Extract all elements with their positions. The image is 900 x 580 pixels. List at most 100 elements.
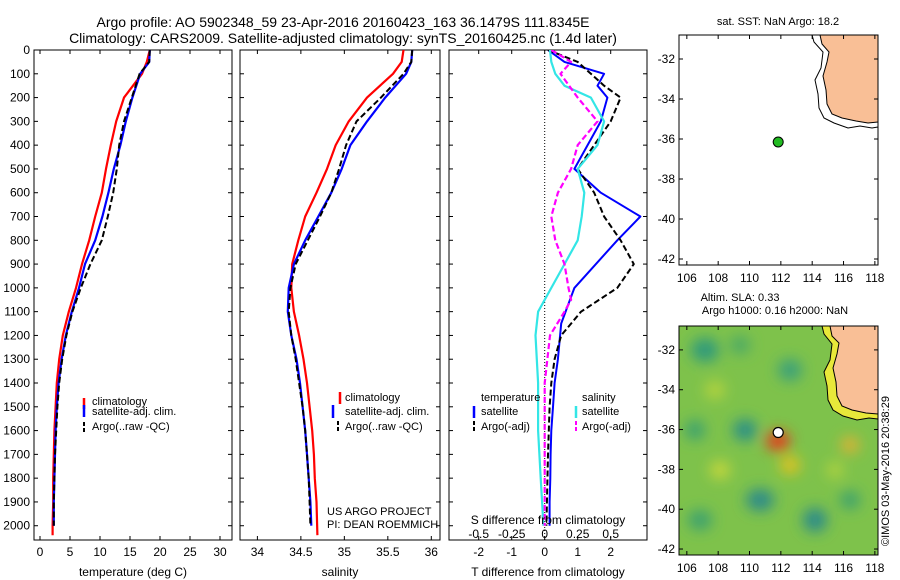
series-line-2 bbox=[52, 50, 151, 526]
map-x-tick-label: 118 bbox=[865, 561, 884, 575]
y-tick-label: 800 bbox=[10, 233, 30, 247]
map-x-tick-label: 116 bbox=[834, 561, 853, 575]
map-y-tick-label: -40 bbox=[658, 502, 676, 516]
s-tick-label: 0.5 bbox=[602, 527, 619, 541]
diff-series-3 bbox=[534, 50, 606, 526]
x-tick-label: 34 bbox=[251, 545, 265, 559]
difference-y-ticks bbox=[449, 49, 647, 527]
y-tick-label: 1100 bbox=[4, 305, 30, 319]
salinity-panel: 34 34.5 35 35.5 36 salinity climatology sate… bbox=[239, 49, 441, 579]
sla-map: Altim. SLA: 0.33 Argo h1000: 0.16 h2000:… bbox=[658, 292, 885, 575]
sla-field-blobs bbox=[685, 336, 860, 532]
sla-map-area bbox=[679, 326, 878, 555]
map-x-tick-label: 110 bbox=[740, 561, 759, 575]
s-tick-label: -0.25 bbox=[498, 527, 526, 541]
x-tick-label: 0 bbox=[37, 545, 44, 559]
sla-map-ticks: 106 108 110 112 114 116 118 -32 -34 -36 -38 -40 -42 bbox=[658, 326, 885, 575]
difference-x-ticks: -2 -1 0 1 2 bbox=[473, 50, 614, 559]
legend-climatology: climatology bbox=[345, 392, 401, 404]
sla-map-title-line1: Altim. SLA: 0.33 bbox=[701, 292, 780, 304]
figure-title-line1: Argo profile: AO 5902348_59 23-Apr-2016 … bbox=[97, 14, 590, 30]
y-tick-label: 700 bbox=[10, 210, 30, 224]
salinity-legend: climatology satellite-adj. clim. Argo(..… bbox=[331, 392, 429, 433]
map-x-tick-label: 118 bbox=[865, 271, 884, 285]
map-y-tick-label: -42 bbox=[658, 252, 676, 266]
y-tick-label: 1000 bbox=[3, 281, 30, 295]
map-x-tick-label: 108 bbox=[708, 271, 728, 285]
legend-t-satellite: satellite bbox=[481, 406, 518, 418]
x-tick-label: 35.5 bbox=[376, 545, 400, 559]
legend-satellite: satellite-adj. clim. bbox=[92, 406, 176, 418]
y-tick-label: 1500 bbox=[3, 400, 30, 414]
map-x-tick-label: 110 bbox=[740, 271, 759, 285]
y-tick-label: 500 bbox=[10, 162, 30, 176]
x-tick-label: -2 bbox=[473, 545, 484, 559]
y-tick-label: 2000 bbox=[3, 519, 30, 533]
salinity-x-ticks: 34 34.5 35 35.5 36 bbox=[251, 50, 439, 559]
map-x-tick-label: 106 bbox=[677, 561, 697, 575]
legend-s-argo: Argo(-adj) bbox=[582, 421, 631, 433]
y-tick-label: 1600 bbox=[3, 424, 30, 438]
sst-map-frame bbox=[678, 34, 879, 266]
temperature-panel: 0100200300400500600700800900100011001200… bbox=[3, 43, 233, 579]
salinity-y-ticks bbox=[240, 49, 440, 527]
y-tick-label: 0 bbox=[23, 43, 30, 57]
difference-xlabel: T difference from climatology bbox=[471, 565, 625, 579]
x-tick-label: 35 bbox=[338, 545, 352, 559]
sst-map-ticks: 106 108 110 112 114 116 118 -32 -34 -36 -38 -40 -42 bbox=[658, 35, 885, 285]
legend-satellite: satellite-adj. clim. bbox=[345, 406, 429, 418]
sla-map-frame bbox=[678, 325, 879, 556]
sst-shelf-contour bbox=[811, 35, 878, 129]
x-tick-label: 5 bbox=[67, 545, 74, 559]
difference-s-ticks: -0.5-0.2500.250.5 bbox=[468, 527, 619, 541]
legend-t-argo: Argo(-adj) bbox=[481, 421, 530, 433]
salinity-series bbox=[286, 50, 414, 536]
s-tick-label: 0.25 bbox=[566, 527, 590, 541]
sst-map-area bbox=[679, 35, 878, 265]
map-y-tick-label: -34 bbox=[658, 92, 676, 106]
imos-stamp: ©IMOS 03-May-2016 20:38:29 bbox=[880, 396, 892, 546]
y-tick-label: 1800 bbox=[3, 471, 30, 485]
map-x-tick-label: 116 bbox=[834, 271, 853, 285]
x-tick-label: -1 bbox=[506, 545, 517, 559]
temperature-axes-box bbox=[33, 49, 233, 541]
map-x-tick-label: 114 bbox=[803, 271, 822, 285]
difference-xlabel-top: S difference from climatology bbox=[471, 513, 626, 527]
legend-argo: Argo(..raw -QC) bbox=[345, 421, 423, 433]
legend-salinity-heading: salinity bbox=[582, 392, 616, 404]
map-x-tick-label: 114 bbox=[803, 561, 822, 575]
difference-series bbox=[534, 50, 642, 526]
x-tick-label: 36 bbox=[425, 545, 439, 559]
x-tick-label: 2 bbox=[607, 545, 614, 559]
s-tick-label: -0.5 bbox=[468, 527, 489, 541]
map-y-tick-label: -36 bbox=[658, 132, 676, 146]
y-tick-label: 1300 bbox=[3, 352, 30, 366]
sst-map-title: sat. SST: NaN Argo: 18.2 bbox=[717, 16, 839, 28]
legend-climatology: climatology bbox=[92, 396, 148, 408]
map-y-tick-label: -32 bbox=[658, 52, 676, 66]
difference-legend: temperature satellite Argo(-adj) salinit… bbox=[472, 392, 631, 433]
difference-panel: -2 -1 0 1 2 -0.5 -0.25 0 0.25 0.5 T difference f… bbox=[448, 49, 648, 579]
map-x-tick-label: 106 bbox=[677, 271, 697, 285]
map-y-tick-label: -40 bbox=[658, 212, 676, 226]
map-y-tick-label: -32 bbox=[658, 343, 676, 357]
series-line-3 bbox=[287, 50, 414, 526]
y-tick-label: 900 bbox=[10, 257, 30, 271]
map-y-tick-label: -38 bbox=[658, 462, 676, 476]
x-tick-label: 1 bbox=[574, 545, 581, 559]
argo-float-marker bbox=[772, 136, 784, 148]
y-tick-label: 200 bbox=[10, 91, 30, 105]
temperature-series bbox=[51, 50, 151, 536]
temperature-legend: climatology satellite-adj. clim. Argo(..… bbox=[82, 396, 176, 433]
x-tick-label: 30 bbox=[213, 545, 227, 559]
y-tick-label: 400 bbox=[10, 138, 30, 152]
y-tick-label: 100 bbox=[10, 67, 30, 81]
temperature-xlabel: temperature (deg C) bbox=[79, 565, 187, 579]
diff-series-4 bbox=[543, 50, 599, 526]
legend-s-satellite: satellite bbox=[582, 406, 619, 418]
sst-map: sat. SST: NaN Argo: 18.2 106 108 110 112 114… bbox=[658, 16, 885, 285]
sla-map-title-line2: Argo h1000: 0.16 h2000: NaN bbox=[702, 305, 848, 317]
series-line-1 bbox=[51, 50, 151, 536]
diff-series-2 bbox=[545, 50, 635, 526]
